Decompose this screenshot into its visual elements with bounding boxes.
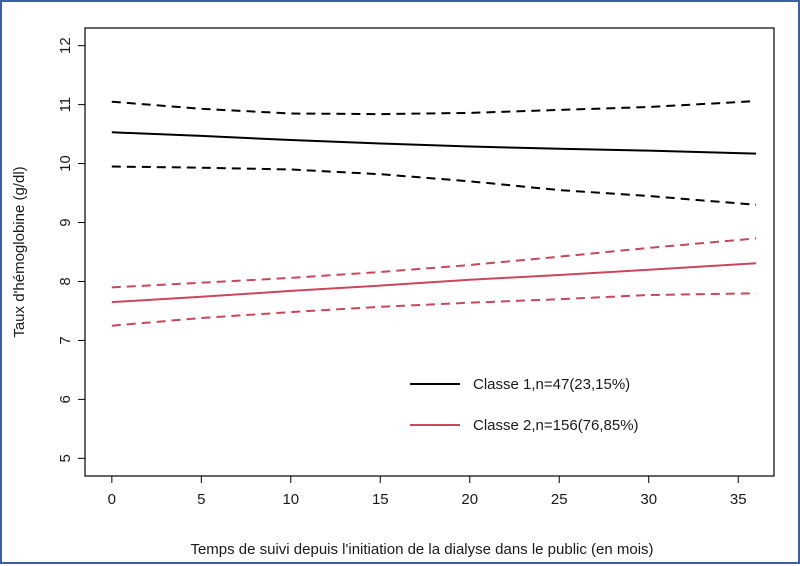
y-tick-label: 8: [57, 277, 74, 285]
x-tick-label: 10: [282, 491, 299, 508]
series-1-ci-upper-line: [111, 100, 757, 116]
x-axis-title: Temps de suivi depuis l'initiation de la…: [190, 541, 653, 558]
y-tick-label: 7: [57, 336, 74, 344]
series-2-line: [111, 262, 757, 304]
legend-label-2: Classe 2,n=156(76,85%): [473, 417, 639, 434]
y-tick-label: 6: [57, 395, 74, 403]
y-tick-label: 12: [57, 37, 74, 54]
x-tick-label: 0: [108, 491, 116, 508]
plot-border: [84, 27, 775, 477]
series-2-ci-lower-line: [111, 292, 757, 327]
y-tick-label: 5: [57, 454, 74, 462]
y-tick-label: 10: [57, 155, 74, 172]
y-tick-label: 11: [57, 97, 74, 113]
series-1-line: [111, 131, 757, 155]
series-1-ci-lower-line: [111, 165, 757, 206]
x-tick-label: 30: [640, 491, 657, 508]
y-tick-label: 9: [57, 218, 74, 226]
x-tick-label: 35: [730, 491, 747, 508]
y-axis-title: Taux d'hémoglobine (g/dl): [11, 166, 28, 337]
x-tick-label: 15: [372, 491, 389, 508]
x-tick-label: 20: [461, 491, 478, 508]
legend: Classe 1,n=47(23,15%) Classe 2,n=156(76,8…: [410, 376, 639, 434]
series-2-ci-upper-line: [111, 237, 757, 289]
x-tick-label: 5: [197, 491, 205, 508]
x-tick-label: 25: [551, 491, 568, 508]
plot-lines: [111, 100, 757, 327]
legend-label-1: Classe 1,n=47(23,15%): [473, 376, 630, 393]
axes: 0 5 10 15 20 25 30 35 5 6 7 8 9 10 11 12: [57, 27, 775, 508]
